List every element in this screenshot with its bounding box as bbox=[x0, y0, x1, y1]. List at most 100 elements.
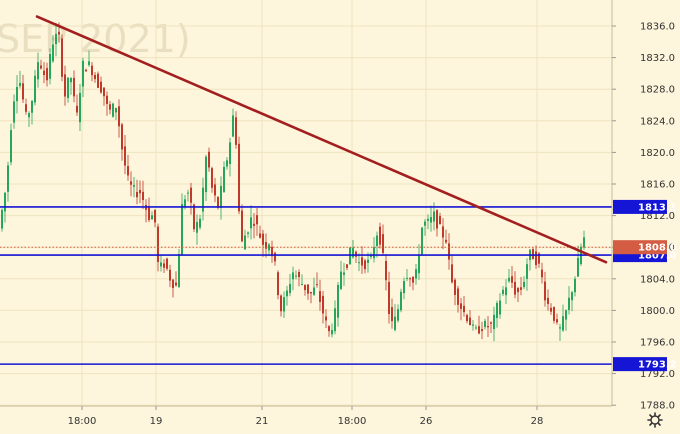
x-tick-label: 28 bbox=[531, 416, 544, 427]
y-tick-label: 1800.0 bbox=[640, 306, 675, 317]
candle-body bbox=[286, 290, 288, 297]
candle-body bbox=[163, 263, 165, 268]
candle-body bbox=[160, 262, 162, 267]
horizontal-levels bbox=[0, 206, 612, 365]
y-tick-label: 1804.0 bbox=[640, 274, 675, 285]
candle-body bbox=[100, 81, 102, 93]
candle-body bbox=[322, 295, 324, 314]
candle-body bbox=[418, 255, 420, 274]
candle-body bbox=[307, 284, 309, 294]
candle-body bbox=[232, 115, 234, 137]
candle-body bbox=[568, 297, 570, 311]
candle-body bbox=[280, 295, 282, 312]
candle-body bbox=[454, 279, 456, 295]
candle-body bbox=[190, 187, 192, 203]
candle-body bbox=[91, 65, 93, 76]
candle-body bbox=[337, 284, 339, 318]
candle-body bbox=[415, 269, 417, 279]
candle-body bbox=[478, 326, 480, 334]
candle-body bbox=[433, 211, 435, 222]
candle-body bbox=[130, 181, 132, 185]
candle-body bbox=[277, 272, 279, 296]
candle-body bbox=[247, 232, 249, 234]
x-tick-label: 18:00 bbox=[68, 416, 97, 427]
candle-body bbox=[514, 281, 516, 295]
candle-body bbox=[223, 166, 225, 192]
candle-body bbox=[58, 31, 60, 35]
candle-body bbox=[382, 234, 384, 253]
candle-body bbox=[178, 253, 180, 288]
candle-body bbox=[553, 306, 555, 321]
candle-body bbox=[562, 316, 564, 331]
candle-body bbox=[1, 209, 3, 229]
candle-body bbox=[67, 77, 69, 99]
trend-lines bbox=[35, 15, 608, 264]
candle-body bbox=[226, 160, 228, 167]
candle-body bbox=[460, 303, 462, 309]
candle-body bbox=[97, 73, 99, 88]
level-badge-label: 1807.0 bbox=[638, 251, 677, 262]
candle-body bbox=[532, 249, 534, 260]
candle-body bbox=[535, 251, 537, 266]
last-price-badge bbox=[613, 240, 667, 255]
time-axis[interactable]: 18:00 19 21 18:00 26 28 bbox=[68, 406, 544, 427]
candle-body bbox=[331, 330, 333, 335]
candle-body bbox=[361, 257, 363, 266]
candle-body bbox=[64, 74, 66, 97]
candle-body bbox=[511, 276, 513, 283]
candle-body bbox=[466, 314, 468, 322]
candle-body bbox=[265, 242, 267, 249]
candle-body bbox=[13, 101, 15, 123]
candle-body bbox=[211, 168, 213, 188]
candle-body bbox=[499, 300, 501, 315]
candle-body bbox=[301, 283, 303, 285]
candle-body bbox=[106, 95, 108, 104]
candle-body bbox=[340, 271, 342, 289]
candle-body bbox=[439, 216, 441, 224]
candle-body bbox=[577, 257, 579, 277]
level-badge-label: 1813.1 bbox=[638, 202, 677, 213]
candle-body bbox=[355, 251, 357, 257]
candle-body bbox=[490, 322, 492, 324]
candle-body bbox=[157, 226, 159, 262]
y-tick-label: 1812.0 bbox=[640, 211, 675, 222]
candle-body bbox=[445, 239, 447, 243]
candle-body bbox=[406, 277, 408, 279]
candle-body bbox=[208, 151, 210, 168]
candle-body bbox=[274, 252, 276, 262]
candle-body bbox=[31, 100, 33, 113]
trend-line[interactable] bbox=[35, 15, 608, 264]
symbol-watermark: SEP 2021) bbox=[0, 17, 191, 61]
candle-body bbox=[220, 185, 222, 208]
candle-body bbox=[82, 60, 84, 87]
candle-body bbox=[250, 217, 252, 229]
candle-body bbox=[481, 329, 483, 332]
candle-body bbox=[94, 74, 96, 80]
candle-body bbox=[46, 68, 48, 81]
candle-body bbox=[472, 324, 474, 326]
candle-body bbox=[430, 217, 432, 223]
candle-body bbox=[112, 103, 114, 117]
candle-body bbox=[457, 288, 459, 305]
candle-body bbox=[502, 289, 504, 294]
candle-body bbox=[496, 302, 498, 319]
candle-body bbox=[427, 218, 429, 221]
candle-body bbox=[316, 284, 318, 286]
candle-body bbox=[244, 235, 246, 250]
price-axis[interactable]: 1836.0 1832.0 1828.0 1824.0 1820.0 1816.0 1812… bbox=[612, 22, 675, 412]
candle-body bbox=[118, 106, 120, 127]
candle-body bbox=[88, 61, 90, 66]
candle-body bbox=[463, 305, 465, 313]
candle-body bbox=[133, 185, 135, 187]
candle-body bbox=[217, 197, 219, 208]
candle-body bbox=[328, 326, 330, 332]
candle-body bbox=[394, 316, 396, 330]
candle-body bbox=[523, 281, 525, 288]
candle-body bbox=[262, 233, 264, 245]
candle-body bbox=[142, 191, 144, 201]
gear-icon[interactable] bbox=[647, 412, 663, 428]
candle-body bbox=[508, 277, 510, 282]
candle-body bbox=[547, 297, 549, 304]
